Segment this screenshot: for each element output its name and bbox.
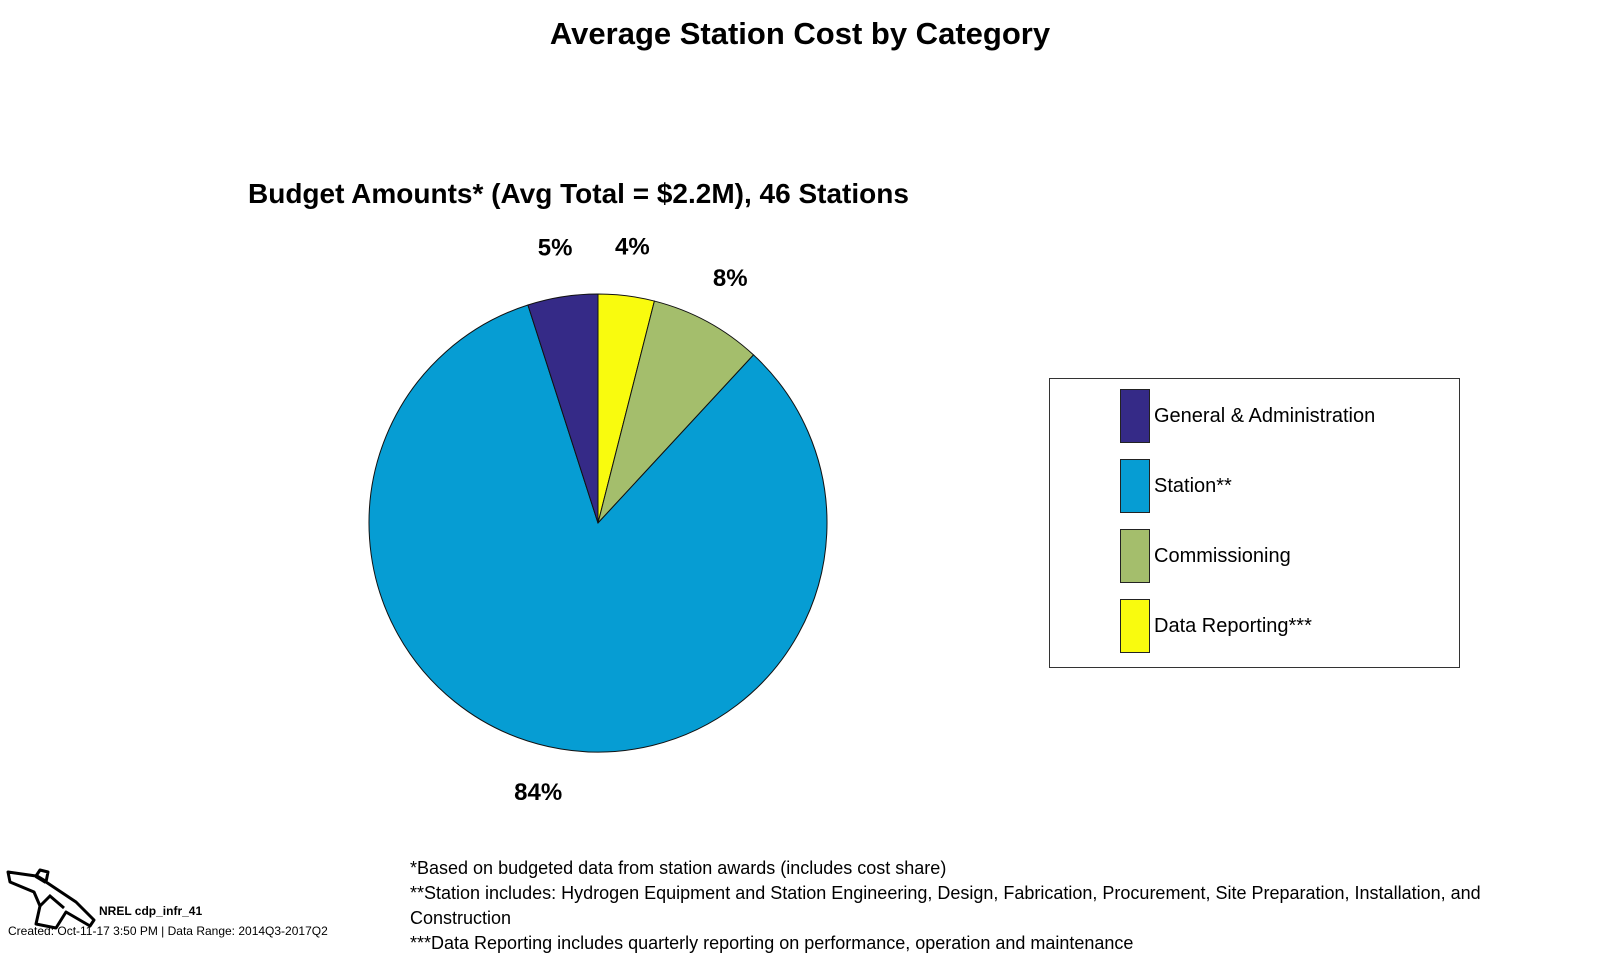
legend-label: General & Administration <box>1154 404 1376 427</box>
legend-swatch <box>1120 389 1150 443</box>
logo-id: NREL cdp_infr_41 <box>99 904 203 918</box>
fuel-nozzle-icon <box>6 868 96 930</box>
pie-slice <box>527 293 599 524</box>
legend-item-general-administration: General & Administration <box>1120 389 1375 443</box>
legend-item-commissioning: Commissioning <box>1120 529 1291 583</box>
footnotes: *Based on budgeted data from station awa… <box>410 856 1580 956</box>
slice-label: 84% <box>514 779 562 806</box>
pie-slice <box>368 304 828 753</box>
pie-slice <box>597 300 755 524</box>
chart-subtitle: Budget Amounts* (Avg Total = $2.2M), 46 … <box>248 178 909 209</box>
slice-label: 8% <box>713 265 748 292</box>
legend-swatch <box>1120 459 1150 513</box>
legend-label: Commissioning <box>1154 544 1291 567</box>
legend: General & Administration Station** Commi… <box>1049 378 1460 668</box>
slice-label: 4% <box>615 233 650 260</box>
legend-swatch <box>1120 529 1150 583</box>
created-date: Created: Oct-11-17 3:50 PM | Data Range:… <box>8 924 328 938</box>
footnote: ***Data Reporting includes quarterly rep… <box>410 933 1134 953</box>
legend-swatch <box>1120 599 1150 653</box>
slice-label: 5% <box>538 235 573 262</box>
legend-label: Station** <box>1154 474 1232 497</box>
legend-item-data-reporting: Data Reporting*** <box>1120 599 1312 653</box>
footnote: **Station includes: Hydrogen Equipment a… <box>410 883 1481 928</box>
legend-label: Data Reporting*** <box>1154 614 1312 637</box>
chart-title: Average Station Cost by Category <box>549 16 1051 51</box>
legend-item-station: Station** <box>1120 459 1232 513</box>
footnote: *Based on budgeted data from station awa… <box>410 858 947 878</box>
